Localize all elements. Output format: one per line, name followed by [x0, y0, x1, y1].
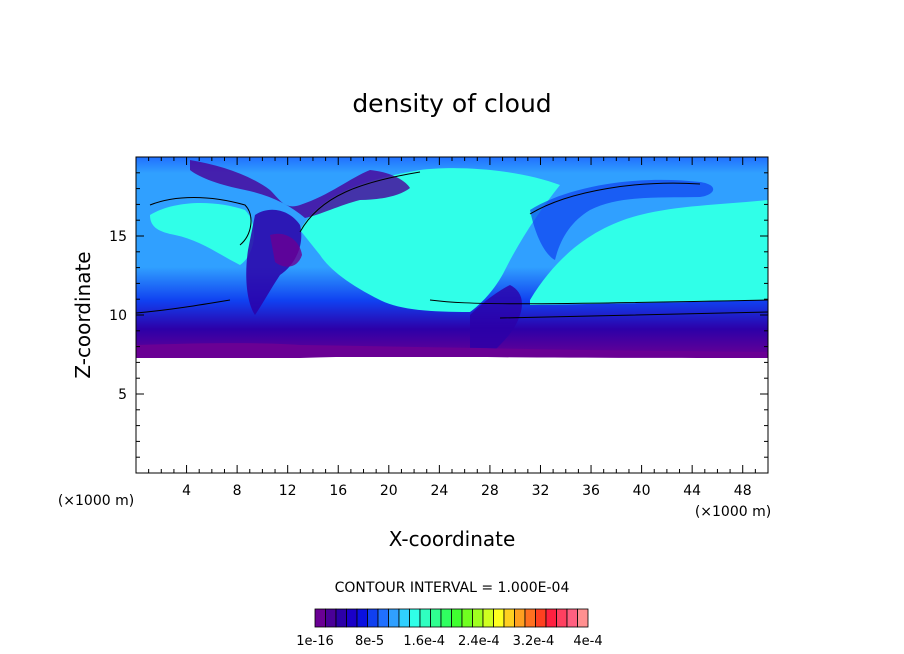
x-tick-labels: 4 8 12 16 20 24 28 32 36 40 44 48 [182, 483, 752, 499]
colorbar-swatch [451, 608, 463, 628]
x-tick-label: 44 [683, 483, 701, 499]
colorbar-swatch [419, 608, 431, 628]
central-plume [470, 285, 522, 350]
cloud-density-field [136, 157, 768, 473]
colorbar-swatch [556, 608, 568, 628]
contour-line-lower [136, 299, 768, 319]
y-tick-label: 10 [109, 308, 127, 324]
colorbar-swatch [314, 608, 326, 628]
turbulent-patch-2 [270, 233, 302, 267]
colorbar-swatch [377, 608, 389, 628]
y-tick-labels: 5 10 15 [109, 229, 127, 403]
colorbar-swatch [335, 608, 347, 628]
colorbar-swatch [566, 608, 578, 628]
colorbar-swatch [409, 608, 421, 628]
contour-line-upper [149, 171, 768, 305]
right-swirl [530, 179, 714, 260]
cloud-free-region [136, 358, 768, 473]
y-tick-label: 15 [109, 229, 127, 245]
colorbar-swatch [430, 608, 442, 628]
x-tick-label: 4 [182, 483, 191, 499]
colorbar-label: 1e-16 [296, 634, 334, 649]
x-tick-label: 40 [633, 483, 651, 499]
cloud-base-edge [136, 343, 768, 360]
cyan-region-center [300, 168, 560, 312]
colorbar-labels: 1e-16 8e-5 1.6e-4 2.4e-4 3.2e-4 4e-4 [296, 634, 602, 649]
colorbar-swatch [367, 608, 379, 628]
x-tick-label: 24 [430, 483, 448, 499]
x-unit-label-left: (×1000 m) [58, 493, 134, 509]
cyan-region-right [530, 200, 768, 305]
axis-ticks [136, 157, 768, 473]
colorbar-swatch [388, 608, 400, 628]
y-axis-label: Z-coordinate [71, 251, 95, 378]
x-tick-label: 16 [329, 483, 347, 499]
colorbar-swatch [472, 608, 484, 628]
x-unit-label-right: (×1000 m) [695, 504, 771, 520]
colorbar-swatch [493, 608, 505, 628]
y-tick-label: 5 [118, 387, 127, 403]
colorbar-swatch [346, 608, 358, 628]
colorbar-swatch [503, 608, 515, 628]
top-dark-patch [190, 160, 410, 218]
colorbar-label: 3.2e-4 [513, 634, 555, 649]
colorbar-label: 4e-4 [573, 634, 602, 649]
x-tick-label: 36 [582, 483, 600, 499]
x-tick-label: 8 [233, 483, 242, 499]
cyan-region-left [150, 203, 255, 265]
chart-title: density of cloud [352, 89, 551, 118]
colorbar-swatch [461, 608, 473, 628]
colorbar-swatch [356, 608, 368, 628]
colorbar-swatch [398, 608, 410, 628]
x-axis-label: X-coordinate [389, 527, 516, 551]
colorbar-swatch [535, 608, 547, 628]
x-tick-label: 32 [532, 483, 550, 499]
x-tick-label: 20 [380, 483, 398, 499]
colorbar [314, 608, 589, 628]
colorbar-swatch [545, 608, 557, 628]
colorbar-swatch [514, 608, 526, 628]
x-tick-label: 48 [734, 483, 752, 499]
colorbar-label: 2.4e-4 [458, 634, 500, 649]
colorbar-swatch [482, 608, 494, 628]
colorbar-label: 8e-5 [355, 634, 384, 649]
colorbar-label: 1.6e-4 [403, 634, 445, 649]
colorbar-swatch [440, 608, 452, 628]
colorbar-swatch [577, 608, 589, 628]
contour-interval-text: CONTOUR INTERVAL = 1.000E-04 [335, 580, 570, 596]
colorbar-swatch [325, 608, 337, 628]
colorbar-swatch [524, 608, 536, 628]
x-tick-label: 12 [279, 483, 297, 499]
x-tick-label: 28 [481, 483, 499, 499]
